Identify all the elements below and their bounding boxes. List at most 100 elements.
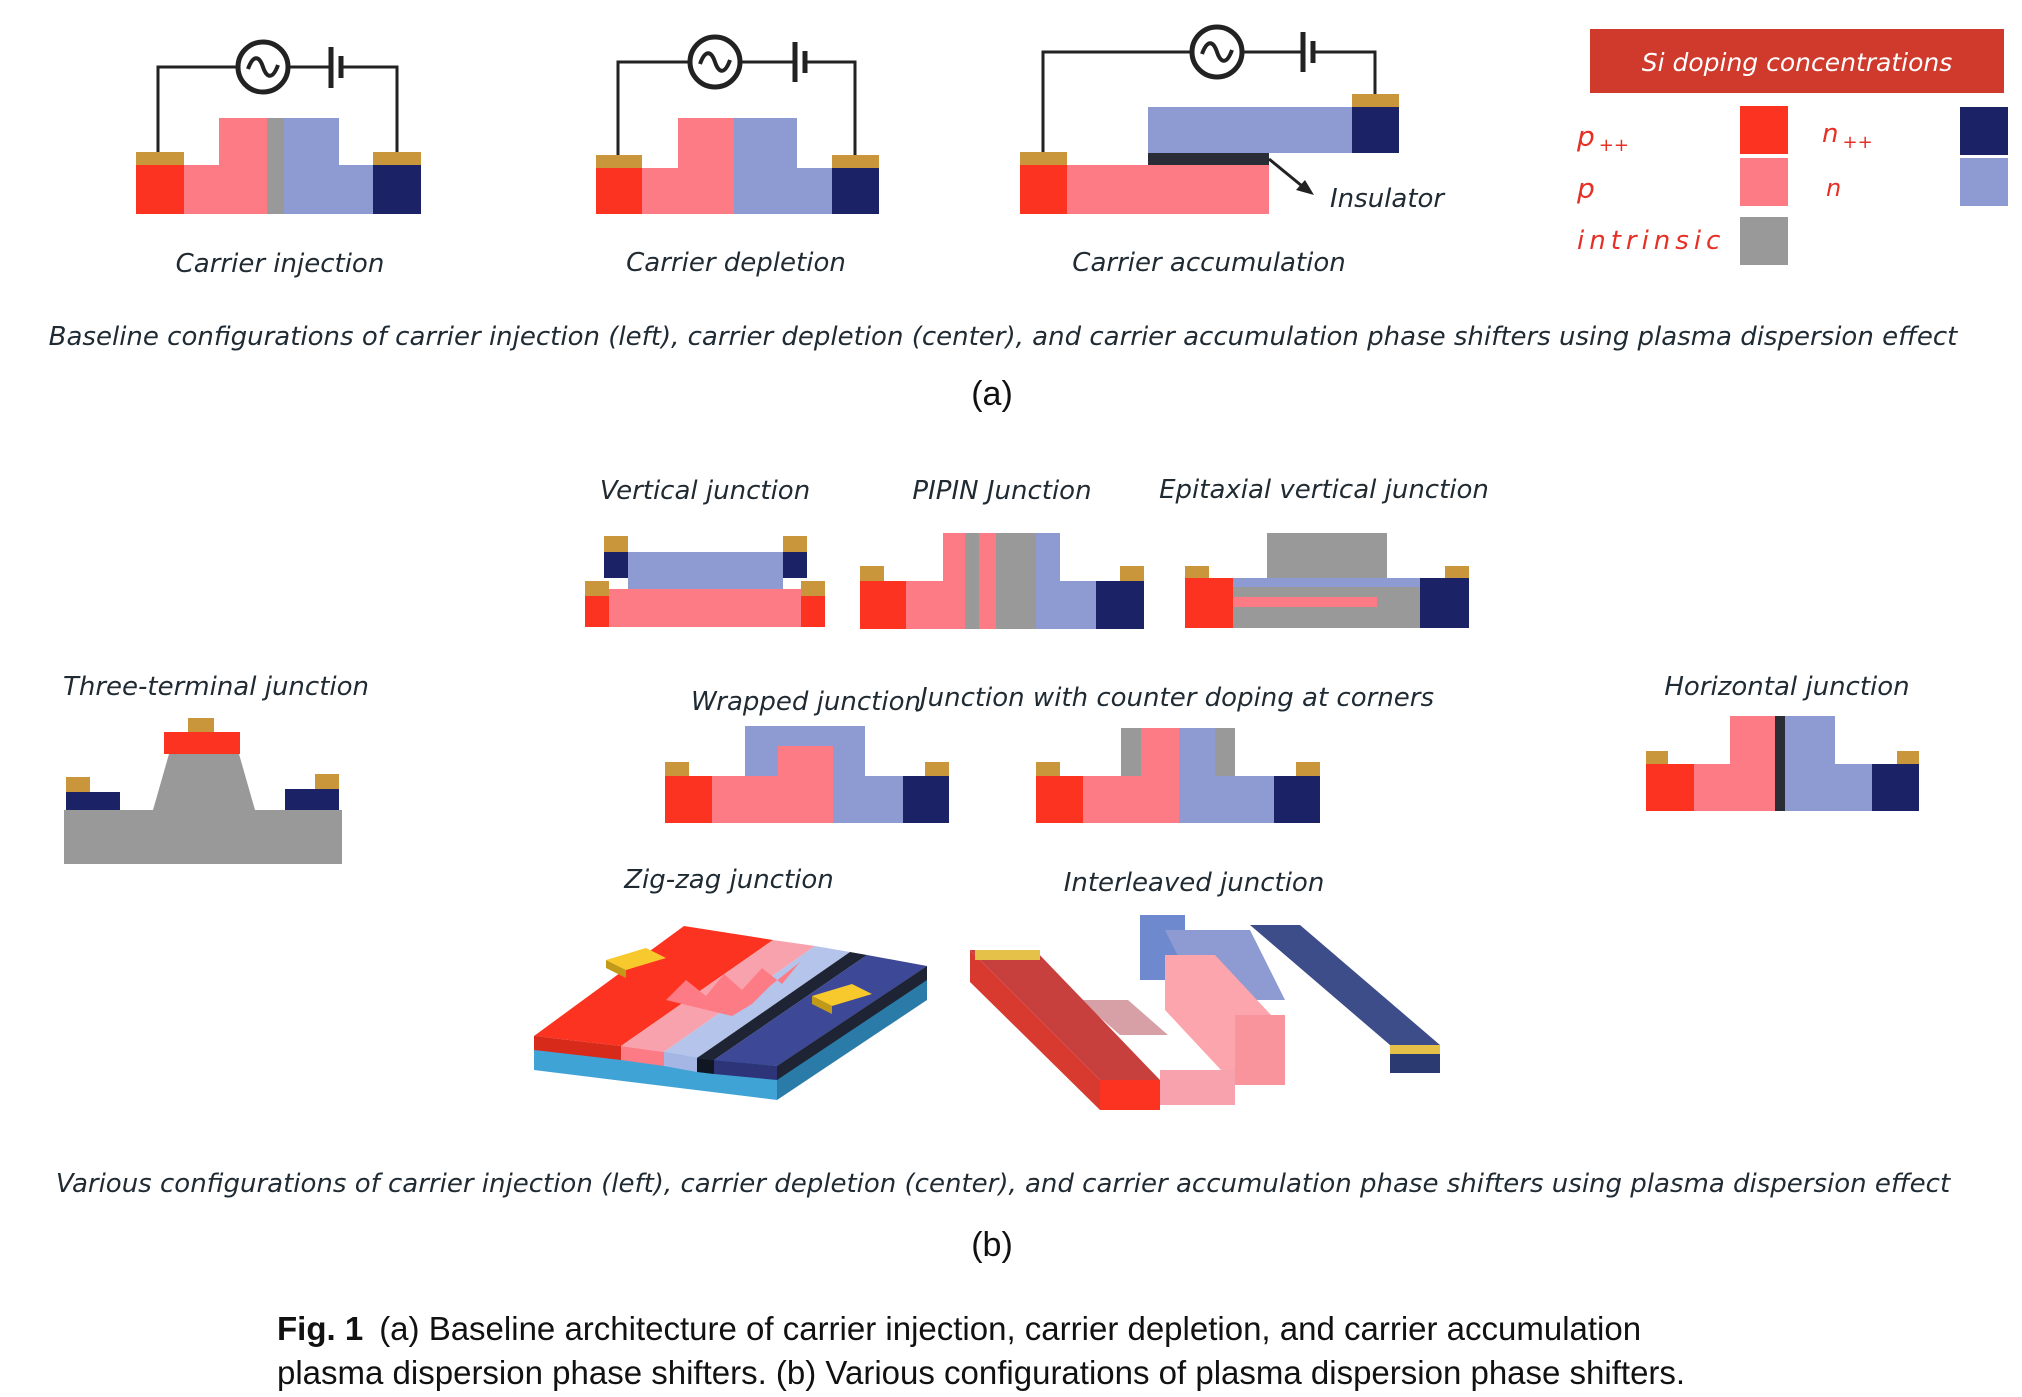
p-region bbox=[979, 533, 996, 629]
n-plus-plus-region bbox=[1274, 776, 1320, 823]
legend-n-plus-plus-label: n ++ bbox=[1822, 119, 1873, 153]
legend-swatch-n-plus-plus bbox=[1960, 107, 2008, 155]
intrinsic-region bbox=[1215, 728, 1235, 776]
counter-doping-junction-label: Junction with counter doping at corners bbox=[915, 683, 1434, 713]
contact-pad bbox=[606, 948, 666, 970]
contact-pad bbox=[66, 777, 90, 792]
wrapped-junction-device bbox=[665, 726, 949, 823]
legend-intrinsic-label: intrinsic bbox=[1577, 226, 1725, 256]
p-plus-plus-region bbox=[1020, 165, 1067, 214]
part-b-tag: (b) bbox=[971, 1226, 1013, 1264]
n-region bbox=[1179, 728, 1215, 823]
contact-pad bbox=[315, 774, 339, 789]
n-region bbox=[1233, 578, 1420, 587]
three-terminal-junction-device bbox=[64, 718, 342, 864]
ac-source-icon bbox=[238, 42, 288, 92]
zigzag-teeth bbox=[666, 962, 800, 1016]
legend-n-label: n bbox=[1826, 174, 1841, 202]
p-region bbox=[219, 118, 267, 214]
p-plus-plus-region bbox=[970, 950, 1160, 1080]
p-region bbox=[1235, 1015, 1285, 1085]
contact-pad bbox=[783, 536, 807, 552]
p-region bbox=[609, 589, 801, 596]
intrinsic-region bbox=[153, 754, 255, 810]
p-region bbox=[1233, 597, 1377, 607]
circuit-wire bbox=[1041, 50, 1192, 152]
p-plus-plus-region bbox=[1036, 776, 1083, 823]
intrinsic-region bbox=[996, 533, 1036, 629]
contact-pad bbox=[925, 762, 949, 776]
doping-legend: Si doping concentrations p ++ p intrinsic… bbox=[1576, 29, 2008, 265]
pipin-junction-label: PIPIN Junction bbox=[912, 476, 1091, 506]
legend-p-plus-plus-label: p ++ bbox=[1576, 120, 1629, 156]
insulator-layer bbox=[1775, 716, 1785, 811]
contact-pad bbox=[585, 581, 609, 596]
p-region bbox=[642, 168, 678, 214]
p-region bbox=[712, 776, 833, 823]
contact-pad bbox=[373, 152, 421, 165]
contact-pad bbox=[1390, 1045, 1440, 1054]
n-region bbox=[664, 1052, 697, 1072]
contact-pad bbox=[1296, 762, 1320, 776]
legend-swatch-intrinsic bbox=[1740, 217, 1788, 265]
contact-pad bbox=[1036, 762, 1060, 776]
n-plus-plus-region bbox=[1250, 925, 1440, 1045]
carrier-accumulation-device bbox=[1020, 27, 1399, 214]
contact-pad bbox=[596, 155, 642, 168]
vertical-junction-device bbox=[585, 536, 825, 627]
p-plus-plus-region bbox=[970, 950, 1100, 1110]
n-region bbox=[1835, 764, 1872, 811]
contact-pad bbox=[136, 152, 184, 165]
p-plus-plus-region bbox=[1646, 764, 1694, 811]
p-region bbox=[906, 581, 943, 629]
n-plus-plus-region bbox=[714, 955, 927, 1066]
p-region bbox=[1730, 716, 1775, 811]
legend-swatch-n bbox=[1960, 158, 2008, 206]
p-region bbox=[1067, 165, 1269, 214]
arrowhead-icon bbox=[1296, 180, 1314, 195]
epitaxial-junction-label: Epitaxial vertical junction bbox=[1159, 475, 1489, 505]
p-plus-plus-region bbox=[596, 168, 642, 214]
p-region bbox=[1121, 776, 1141, 823]
horizontal-junction-label: Horizontal junction bbox=[1664, 672, 1909, 702]
legend-swatch-p-plus-plus bbox=[1740, 106, 1788, 154]
intrinsic-region bbox=[267, 118, 284, 214]
p-plus-plus-region bbox=[860, 581, 906, 629]
n-plus-plus-region bbox=[1420, 578, 1469, 628]
intrinsic-region bbox=[64, 810, 342, 864]
legend-title: Si doping concentrations bbox=[1642, 48, 1953, 77]
p-region bbox=[184, 165, 219, 214]
part-a-caption: Baseline configurations of carrier injec… bbox=[49, 322, 1958, 352]
n-region bbox=[1148, 107, 1352, 153]
vertical-junction-label: Vertical junction bbox=[600, 476, 810, 506]
insulator-layer bbox=[697, 1058, 714, 1074]
p-plus-plus-region bbox=[585, 596, 609, 627]
n-plus-plus-region bbox=[1096, 581, 1144, 629]
n-plus-plus-region bbox=[66, 792, 120, 810]
interleaved-junction-label: Interleaved junction bbox=[1064, 868, 1325, 898]
intrinsic-region bbox=[1267, 533, 1387, 578]
p-plus-plus-region bbox=[164, 732, 240, 754]
n-plus-plus-region bbox=[285, 789, 339, 810]
p-region bbox=[1141, 728, 1179, 823]
contact-pad bbox=[188, 718, 214, 732]
n-region bbox=[833, 776, 903, 823]
n-plus-plus-region bbox=[373, 165, 421, 214]
ac-source-icon bbox=[690, 37, 740, 87]
n-region bbox=[1215, 776, 1274, 823]
circuit-wire bbox=[341, 65, 399, 152]
circuit-wire bbox=[1313, 50, 1377, 94]
contact-pad bbox=[812, 984, 872, 1006]
ac-source-icon bbox=[1192, 27, 1242, 77]
contact-pad bbox=[1445, 566, 1469, 581]
n-plus-plus-region bbox=[714, 1060, 777, 1080]
n-plus-plus-region bbox=[832, 168, 879, 214]
contact-pad bbox=[1185, 566, 1209, 581]
contact-pad bbox=[812, 996, 832, 1014]
n-plus-plus-region bbox=[903, 776, 949, 823]
insulator-layer bbox=[1148, 153, 1269, 165]
contact-pad bbox=[1352, 94, 1399, 107]
counter-doping-junction-device bbox=[1036, 728, 1320, 823]
contact-pad bbox=[1897, 751, 1919, 764]
